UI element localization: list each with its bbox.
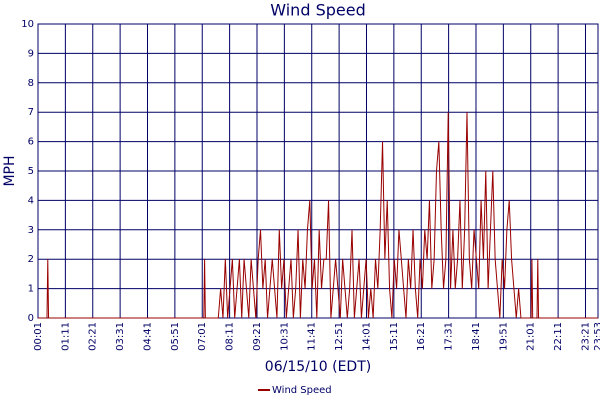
x-tick-label: 19:51 <box>498 322 509 351</box>
x-tick-label: 11:41 <box>307 322 318 351</box>
y-tick-label: 8 <box>28 78 34 89</box>
x-tick-label: 07:01 <box>197 322 208 351</box>
x-tick-label: 17:31 <box>444 322 455 351</box>
x-axis-label: 06/15/10 (EDT) <box>265 359 371 375</box>
y-tick-label: 6 <box>28 137 34 148</box>
x-tick-label: 18:41 <box>471 322 482 351</box>
x-tick-label: 16:21 <box>416 322 427 351</box>
y-tick-label: 7 <box>28 107 34 118</box>
y-tick-label: 2 <box>28 254 34 265</box>
x-tick-label: 23:53 <box>593 322 600 351</box>
x-tick-label: 01:11 <box>60 322 71 351</box>
y-tick-label: 9 <box>28 48 34 59</box>
x-tick-label: 12:51 <box>334 322 345 351</box>
x-tick-label: 21:01 <box>526 322 537 351</box>
y-tick-label: 0 <box>28 313 34 324</box>
data-line <box>38 112 598 319</box>
x-tick-label: 02:21 <box>88 322 99 351</box>
y-tick-label: 10 <box>21 19 34 30</box>
y-tick-label: 5 <box>28 166 34 177</box>
x-tick-label: 08:11 <box>225 322 236 351</box>
x-tick-label: 05:51 <box>170 322 181 351</box>
x-tick-label: 22:11 <box>553 322 564 351</box>
legend-label: Wind Speed <box>272 385 332 396</box>
x-tick-label: 03:31 <box>115 322 126 351</box>
plot-border <box>37 23 599 319</box>
y-tick-label: 1 <box>28 284 34 295</box>
x-tick-label: 04:41 <box>142 322 153 351</box>
x-tick-label: 00:01 <box>33 322 44 351</box>
y-tick-label: 3 <box>28 225 34 236</box>
x-tick-label: 09:21 <box>252 322 263 351</box>
chart-title: Wind Speed <box>270 1 365 20</box>
x-tick-label: 15:11 <box>389 322 400 351</box>
y-tick-label: 4 <box>28 195 34 206</box>
x-tick-label: 14:01 <box>361 322 372 351</box>
x-tick-label: 10:31 <box>279 322 290 351</box>
y-axis-label: MPH <box>2 155 18 186</box>
x-tick-label: 23:21 <box>580 322 591 351</box>
